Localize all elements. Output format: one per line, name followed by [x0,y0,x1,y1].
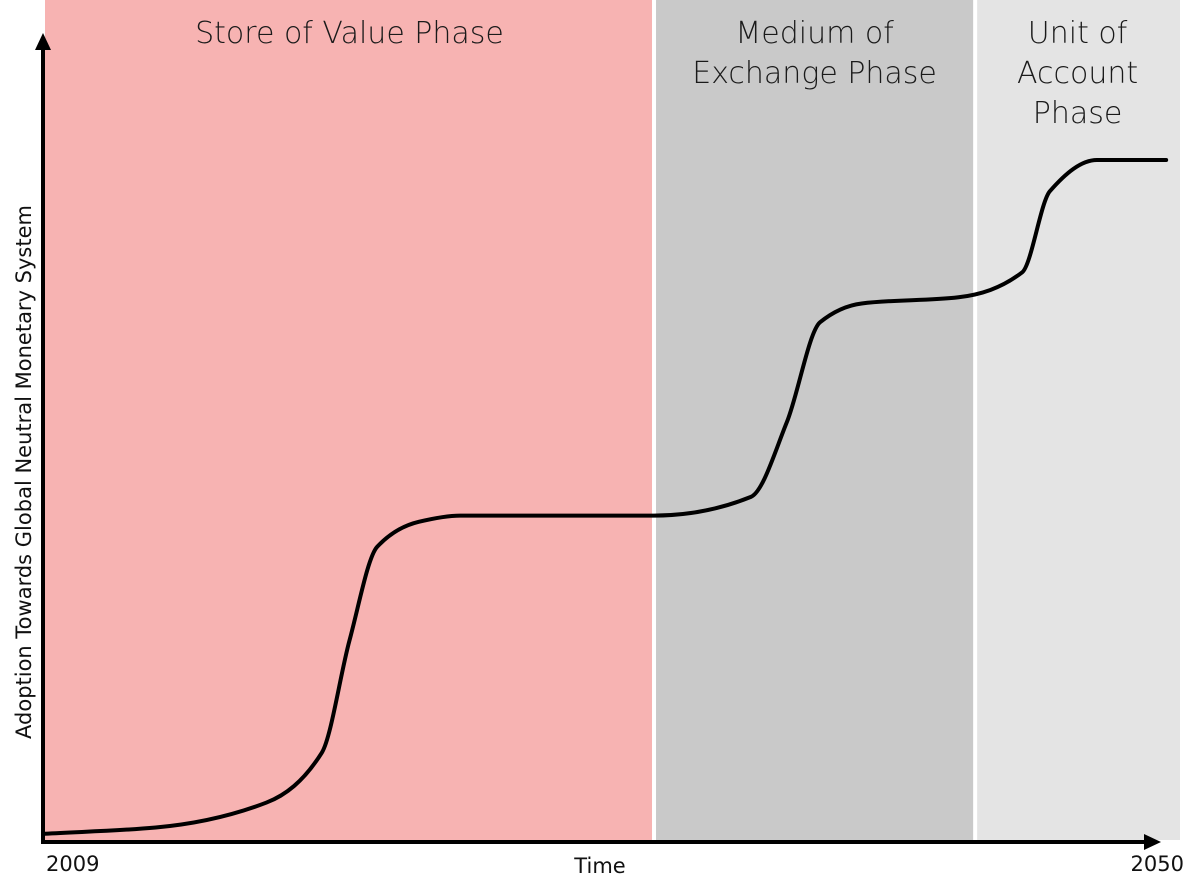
y-axis [35,33,51,842]
phase-band-medium-of-exchange-phase [654,0,976,840]
phase-label-line: Store of Value Phase [195,16,504,51]
y-axis-label: Adoption Towards Global Neutral Monetary… [12,205,36,739]
phase-label-line: Account [1017,56,1138,91]
x-axis [41,834,1161,850]
phase-label-medium-of-exchange-phase: Medium of Exchange Phase [692,16,937,91]
adoption-curve [43,158,1169,836]
phase-band-store-of-value-phase [45,0,655,840]
phase-label-line: Medium of [735,16,894,51]
phase-label-line: Exchange Phase [692,56,937,91]
phase-bands [45,0,1180,840]
x-axis-end-label: 2050 [1131,852,1184,876]
x-axis-label: Time [573,854,625,878]
phase-label-line: Unit of [1028,16,1128,51]
x-axis-arrowhead [1144,834,1161,850]
x-axis-start-label: 2009 [46,852,99,876]
phase-label-store-of-value-phase: Store of Value Phase [195,16,504,51]
phase-band-unit-of-account-phase [975,0,1180,840]
phase-labels: Store of Value Phase Medium of Exchange Ph… [195,16,1138,131]
phase-dividers [652,0,978,840]
y-axis-arrowhead [35,33,51,50]
phase-label-unit-of-account-phase: Unit of Account Phase [1017,16,1138,131]
phase-label-line: Phase [1033,96,1123,131]
